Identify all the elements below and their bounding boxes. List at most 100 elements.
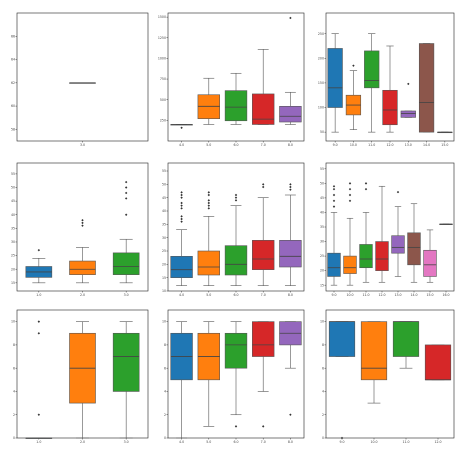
box-group [382,45,398,133]
outlier-point [180,201,183,205]
box [418,43,435,133]
y-tick-label: 500 [160,98,166,102]
x-tick-label: 3.0 [80,143,85,147]
y-tick-label: 20 [11,267,15,271]
outlier-point [262,185,265,189]
y-tick-label: 50 [320,130,324,134]
box [364,50,380,89]
y-tick-label: 2 [164,413,166,417]
y-tick-label: 0 [164,436,166,440]
box-group [439,223,453,225]
y-tick-label: 45 [11,199,15,203]
box [423,249,437,277]
box-group [375,185,389,283]
y-tick-label: 50 [162,182,166,186]
y-tick-label: 62 [11,81,15,85]
outlier-point [37,413,41,416]
box-group [437,131,453,134]
outlier-point [332,185,336,188]
chart-panel-9: 0 2 4 6 8 10 9.0 10.0 11.0 12.0 [315,307,457,447]
box-group [279,321,302,416]
x-tick-label: 7.0 [261,440,266,444]
outlier-point [348,199,352,203]
y-tick-label: 4 [322,390,324,394]
y-tick-label: 35 [320,225,324,229]
y-tick-label: 6 [164,366,166,370]
box [252,321,275,357]
x-tick-label: 6.0 [233,440,238,444]
outlier-point [81,221,84,225]
box-group [112,180,140,284]
y-tick-label: 55 [11,172,15,176]
x-tick-label: 11.0 [368,143,375,147]
box-group [392,321,420,369]
box-group [252,321,275,428]
outlier-point [124,213,128,216]
box [112,332,140,392]
outlier-point [332,187,336,191]
box-group [423,229,437,283]
y-tick-label: 64 [11,58,15,62]
box [343,255,357,274]
box-group [197,77,220,125]
outlier-point [124,191,128,195]
x-tick-label: 7.0 [261,293,266,297]
outlier-point [364,187,368,191]
x-tick-label: 6.0 [233,143,238,147]
x-tick-label: 10.0 [370,440,377,444]
box-group [197,321,220,427]
y-tick-label: 1250 [158,36,166,40]
y-tick-label: 0 [13,436,15,440]
outlier-point [289,183,292,186]
y-tick-label: 6 [13,366,15,370]
outlier-point [124,180,128,184]
x-tick-label: 3.0 [124,293,129,297]
box-group [112,321,140,439]
y-tick-label: 40 [320,211,324,215]
outlier-point [396,190,400,194]
x-tick-label: 5.0 [206,440,211,444]
box-group [224,321,248,428]
box-group [391,190,405,277]
x-tick-label: 16.0 [442,293,449,297]
y-tick-label: 45 [162,196,166,200]
y-tick-label: 8 [164,343,166,347]
y-tick-label: 66 [11,34,15,38]
outlier-point [207,204,210,207]
boxplot-svg: 250 500 750 1000 1250 1500 4.0 5.0 6.0 7.0 8.0 [158,12,305,147]
box [375,241,389,271]
box [279,106,302,123]
outlier-point [262,183,265,186]
box [359,244,373,269]
outlier-point [332,193,336,197]
y-tick-label: 4 [13,390,15,394]
x-tick-label: 2.0 [80,293,85,297]
chart-panel-6: 15 20 25 30 35 40 45 50 55 9.0 10.0 11.0 12.0 13.0 14.… [315,160,457,300]
box-group [279,16,302,125]
outlier-point [180,204,183,207]
box-group [252,49,275,125]
outlier-point [234,199,238,202]
y-tick-label: 30 [320,240,324,244]
outlier-point [262,425,265,428]
box [69,260,96,275]
y-tick-label: 750 [160,77,166,81]
outlier-point [289,413,292,416]
y-tick-label: 55 [320,167,324,171]
x-tick-label: 9.0 [331,293,336,297]
outlier-point [348,187,352,191]
box-group [343,182,357,286]
outlier-point [180,126,183,129]
y-tick-label: 200 [318,56,324,60]
outlier-point [81,224,84,227]
box [382,89,398,126]
y-tick-label: 250 [160,118,166,122]
box-group [328,321,356,440]
boxplot-svg: 58 60 62 64 66 3.0 [11,12,149,147]
x-tick-label: 8.0 [288,143,293,147]
plot-frame [325,309,455,439]
outlier-point [234,425,238,428]
x-tick-label: 15.0 [426,293,433,297]
boxplot-svg: 0 2 4 6 8 10 1.0 2.0 3.0 [11,309,149,444]
y-tick-label: 10 [162,289,166,293]
